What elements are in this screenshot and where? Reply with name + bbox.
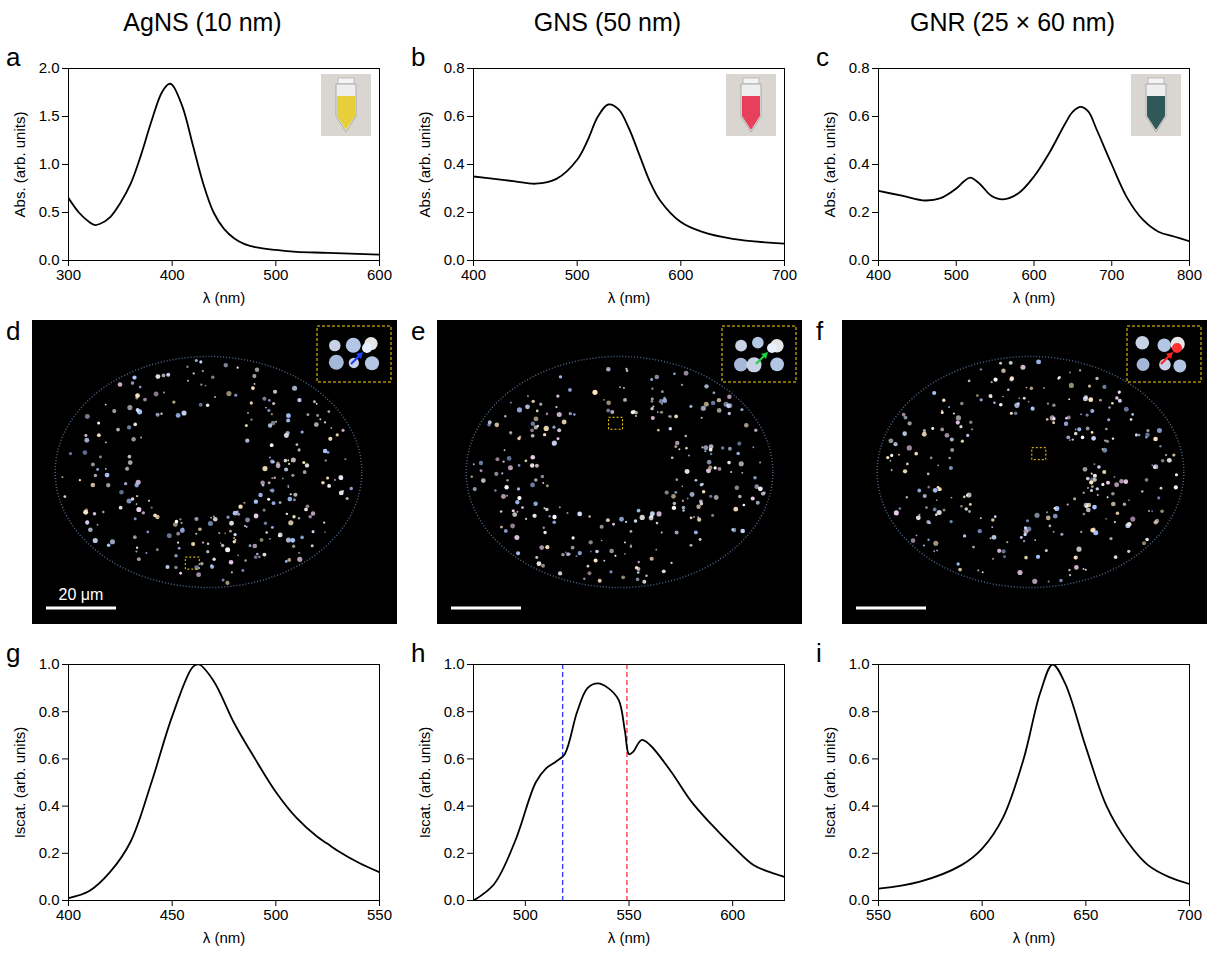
svg-text:0.4: 0.4 <box>849 155 870 172</box>
svg-text:0.0: 0.0 <box>444 891 465 908</box>
html-text:i: i <box>816 638 822 668</box>
svg-text:650: 650 <box>1073 906 1098 923</box>
svg-text:1.0: 1.0 <box>39 655 60 672</box>
svg-text:Iscat. (arb. units): Iscat. (arb. units) <box>821 727 838 839</box>
svg-text:500: 500 <box>944 266 969 283</box>
svg-text:f: f <box>816 316 824 346</box>
svg-text:0.6: 0.6 <box>849 107 870 124</box>
svg-text:20 μm: 20 μm <box>59 586 104 603</box>
svg-text:Iscat. (arb. units): Iscat. (arb. units) <box>11 727 28 839</box>
svg-text:600: 600 <box>367 266 392 283</box>
svg-text:0.0: 0.0 <box>848 251 870 269</box>
svg-text:400: 400 <box>866 266 891 283</box>
svg-text:500: 500 <box>513 906 538 923</box>
html-text:h: h <box>411 638 426 668</box>
svg-text:λ (nm): λ (nm) <box>203 929 246 946</box>
html-text:g: g <box>6 638 21 668</box>
html-text:b: b <box>411 42 426 72</box>
html-text:GNR (25 × 60 nm): GNR (25 × 60 nm) <box>910 8 1115 36</box>
svg-text:0.8: 0.8 <box>444 703 465 720</box>
svg-text:600: 600 <box>1021 266 1046 283</box>
svg-text:500: 500 <box>565 266 590 283</box>
svg-text:0.0: 0.0 <box>848 891 870 909</box>
svg-text:600: 600 <box>970 906 995 923</box>
svg-text:0.2: 0.2 <box>39 844 60 861</box>
svg-text:0.0: 0.0 <box>443 251 465 269</box>
svg-text:600: 600 <box>720 906 745 923</box>
html-text:a: a <box>6 42 21 72</box>
svg-text:1.0: 1.0 <box>849 655 870 672</box>
svg-text:300: 300 <box>56 266 81 283</box>
svg-text:0.6: 0.6 <box>444 107 465 124</box>
svg-text:Abs. (arb. units): Abs. (arb. units) <box>821 112 838 218</box>
svg-text:0.8: 0.8 <box>849 59 870 76</box>
svg-text:0.4: 0.4 <box>849 797 870 814</box>
svg-text:0.2: 0.2 <box>849 844 870 861</box>
svg-text:λ (nm): λ (nm) <box>1013 289 1056 306</box>
svg-text:e: e <box>411 316 425 346</box>
svg-text:0.2: 0.2 <box>444 203 465 220</box>
svg-text:d: d <box>6 316 20 346</box>
svg-text:700: 700 <box>1177 906 1202 923</box>
svg-text:0.0: 0.0 <box>38 251 60 269</box>
svg-text:450: 450 <box>160 906 185 923</box>
svg-text:0.8: 0.8 <box>849 703 870 720</box>
svg-text:Abs. (arb. units): Abs. (arb. units) <box>416 112 433 218</box>
html-text:AgNS (10 nm): AgNS (10 nm) <box>123 8 282 36</box>
svg-text:λ (nm): λ (nm) <box>608 289 651 306</box>
svg-text:λ (nm): λ (nm) <box>1013 929 1056 946</box>
svg-text:Iscat. (arb. units): Iscat. (arb. units) <box>416 727 433 839</box>
html-text:GNS (50 nm): GNS (50 nm) <box>533 8 682 36</box>
svg-text:400: 400 <box>56 906 81 923</box>
svg-text:2.0: 2.0 <box>39 59 60 76</box>
svg-text:0.5: 0.5 <box>39 203 60 220</box>
svg-text:500: 500 <box>263 266 288 283</box>
svg-text:550: 550 <box>616 906 641 923</box>
svg-text:700: 700 <box>772 266 797 283</box>
svg-text:800: 800 <box>1177 266 1202 283</box>
svg-text:0.4: 0.4 <box>444 155 465 172</box>
svg-text:0.0: 0.0 <box>38 891 60 909</box>
svg-text:0.4: 0.4 <box>39 797 60 814</box>
svg-text:Abs. (arb. units): Abs. (arb. units) <box>11 112 28 218</box>
svg-text:0.8: 0.8 <box>444 59 465 76</box>
svg-text:0.6: 0.6 <box>849 750 870 767</box>
svg-text:500: 500 <box>263 906 288 923</box>
svg-text:550: 550 <box>866 906 891 923</box>
svg-text:600: 600 <box>668 266 693 283</box>
html-text:c: c <box>816 42 829 72</box>
svg-text:0.2: 0.2 <box>849 203 870 220</box>
svg-text:λ (nm): λ (nm) <box>203 289 246 306</box>
svg-text:700: 700 <box>1099 266 1124 283</box>
svg-text:1.0: 1.0 <box>39 155 60 172</box>
svg-text:400: 400 <box>160 266 185 283</box>
svg-text:1.0: 1.0 <box>444 655 465 672</box>
svg-text:0.6: 0.6 <box>444 750 465 767</box>
svg-text:400: 400 <box>461 266 486 283</box>
svg-text:0.2: 0.2 <box>444 844 465 861</box>
svg-text:0.6: 0.6 <box>39 750 60 767</box>
svg-text:550: 550 <box>367 906 392 923</box>
svg-text:1.5: 1.5 <box>39 107 60 124</box>
svg-text:λ (nm): λ (nm) <box>608 929 651 946</box>
svg-text:0.8: 0.8 <box>39 703 60 720</box>
svg-text:0.4: 0.4 <box>444 797 465 814</box>
